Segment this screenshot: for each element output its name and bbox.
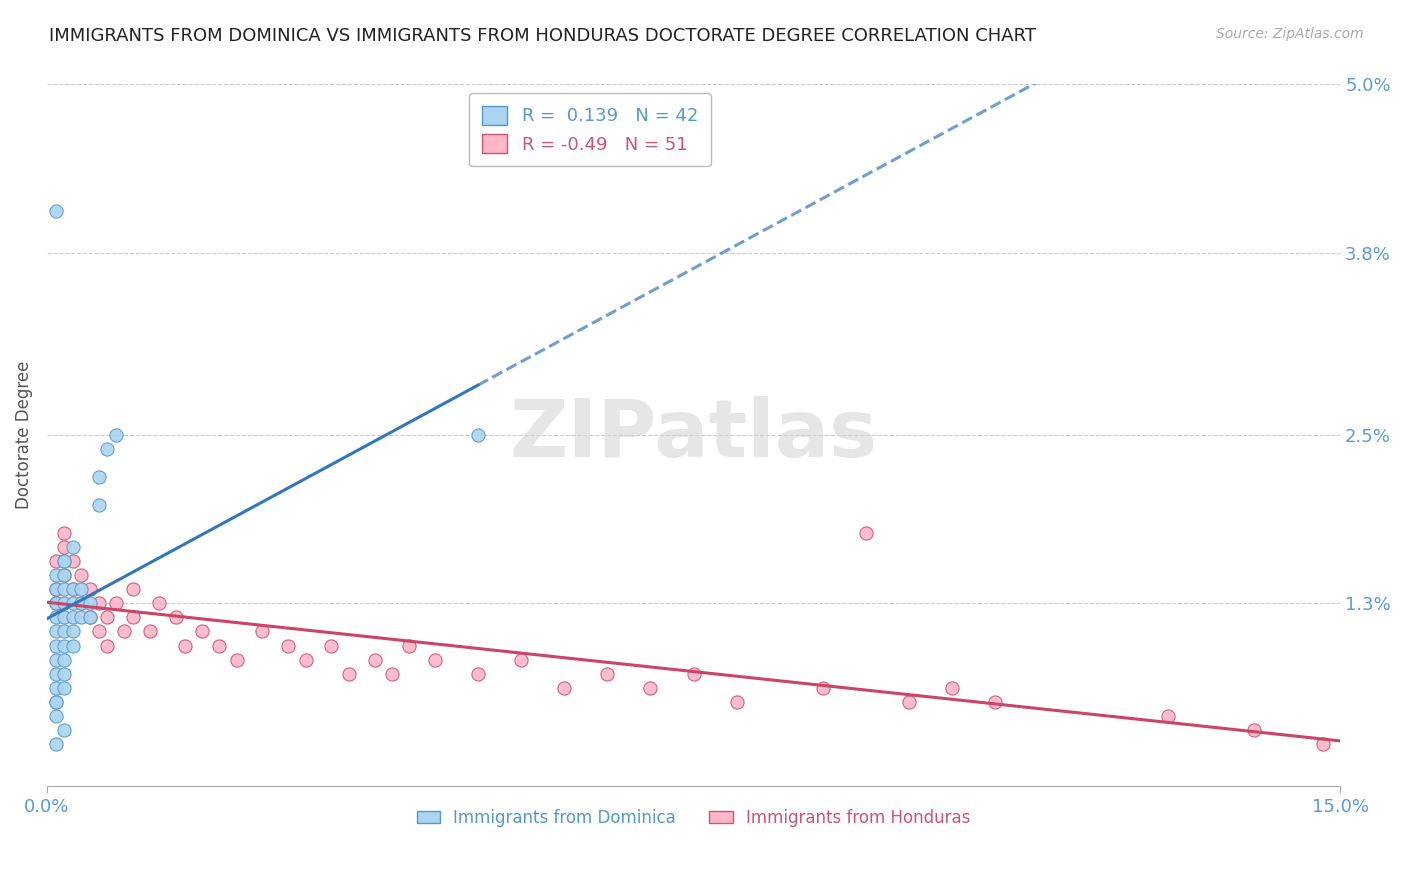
Point <box>811 681 834 695</box>
Point <box>44 582 66 597</box>
Point <box>337 666 360 681</box>
Point <box>87 624 110 639</box>
Point <box>53 652 76 666</box>
Point <box>44 596 66 610</box>
Point <box>44 695 66 709</box>
Point <box>96 639 118 653</box>
Point <box>44 568 66 582</box>
Point <box>165 610 187 624</box>
Text: Source: ZipAtlas.com: Source: ZipAtlas.com <box>1216 27 1364 41</box>
Point <box>104 428 127 442</box>
Point <box>44 737 66 751</box>
Point <box>53 596 76 610</box>
Point <box>53 554 76 568</box>
Legend: Immigrants from Dominica, Immigrants from Honduras: Immigrants from Dominica, Immigrants fro… <box>411 802 977 833</box>
Point <box>596 666 619 681</box>
Point <box>79 610 101 624</box>
Point <box>70 610 93 624</box>
Point <box>173 639 195 653</box>
Point <box>44 610 66 624</box>
Point <box>62 610 84 624</box>
Point <box>44 681 66 695</box>
Point <box>148 596 170 610</box>
Point <box>53 681 76 695</box>
Point <box>62 639 84 653</box>
Point <box>96 442 118 457</box>
Point <box>62 596 84 610</box>
Point <box>53 526 76 541</box>
Point <box>1243 723 1265 737</box>
Point <box>398 639 420 653</box>
Point <box>96 610 118 624</box>
Point <box>44 639 66 653</box>
Point <box>321 639 343 653</box>
Point <box>62 541 84 555</box>
Point <box>62 582 84 597</box>
Point <box>941 681 963 695</box>
Point <box>725 695 748 709</box>
Point <box>44 203 66 218</box>
Point <box>467 428 489 442</box>
Text: ZIPatlas: ZIPatlas <box>509 396 877 475</box>
Point <box>53 639 76 653</box>
Point <box>44 652 66 666</box>
Point <box>1312 737 1334 751</box>
Text: IMMIGRANTS FROM DOMINICA VS IMMIGRANTS FROM HONDURAS DOCTORATE DEGREE CORRELATIO: IMMIGRANTS FROM DOMINICA VS IMMIGRANTS F… <box>49 27 1036 45</box>
Point <box>53 610 76 624</box>
Point <box>70 596 93 610</box>
Point <box>984 695 1007 709</box>
Point <box>553 681 575 695</box>
Point <box>855 526 877 541</box>
Point <box>53 666 76 681</box>
Point <box>381 666 404 681</box>
Point <box>53 554 76 568</box>
Point <box>44 695 66 709</box>
Point <box>53 568 76 582</box>
Point <box>191 624 214 639</box>
Point <box>122 582 145 597</box>
Point <box>44 666 66 681</box>
Point <box>467 666 489 681</box>
Point <box>53 723 76 737</box>
Point <box>898 695 921 709</box>
Point <box>70 596 93 610</box>
Point <box>44 624 66 639</box>
Point <box>682 666 704 681</box>
Point <box>70 582 93 597</box>
Point <box>44 582 66 597</box>
Point <box>79 582 101 597</box>
Point <box>70 568 93 582</box>
Point <box>1157 708 1180 723</box>
Y-axis label: Doctorate Degree: Doctorate Degree <box>15 361 32 509</box>
Point <box>87 596 110 610</box>
Point <box>122 610 145 624</box>
Point <box>252 624 274 639</box>
Point <box>208 639 231 653</box>
Point <box>139 624 162 639</box>
Point <box>44 554 66 568</box>
Point <box>62 582 84 597</box>
Point <box>44 708 66 723</box>
Point <box>363 652 385 666</box>
Point <box>79 610 101 624</box>
Point <box>104 596 127 610</box>
Point <box>87 498 110 512</box>
Point <box>423 652 446 666</box>
Point <box>62 624 84 639</box>
Point <box>510 652 533 666</box>
Point <box>277 639 299 653</box>
Point <box>53 541 76 555</box>
Point <box>53 582 76 597</box>
Point <box>53 624 76 639</box>
Point <box>44 596 66 610</box>
Point <box>225 652 247 666</box>
Point <box>294 652 316 666</box>
Point <box>53 568 76 582</box>
Point <box>87 470 110 484</box>
Point <box>62 554 84 568</box>
Point <box>79 596 101 610</box>
Point <box>114 624 136 639</box>
Point <box>640 681 662 695</box>
